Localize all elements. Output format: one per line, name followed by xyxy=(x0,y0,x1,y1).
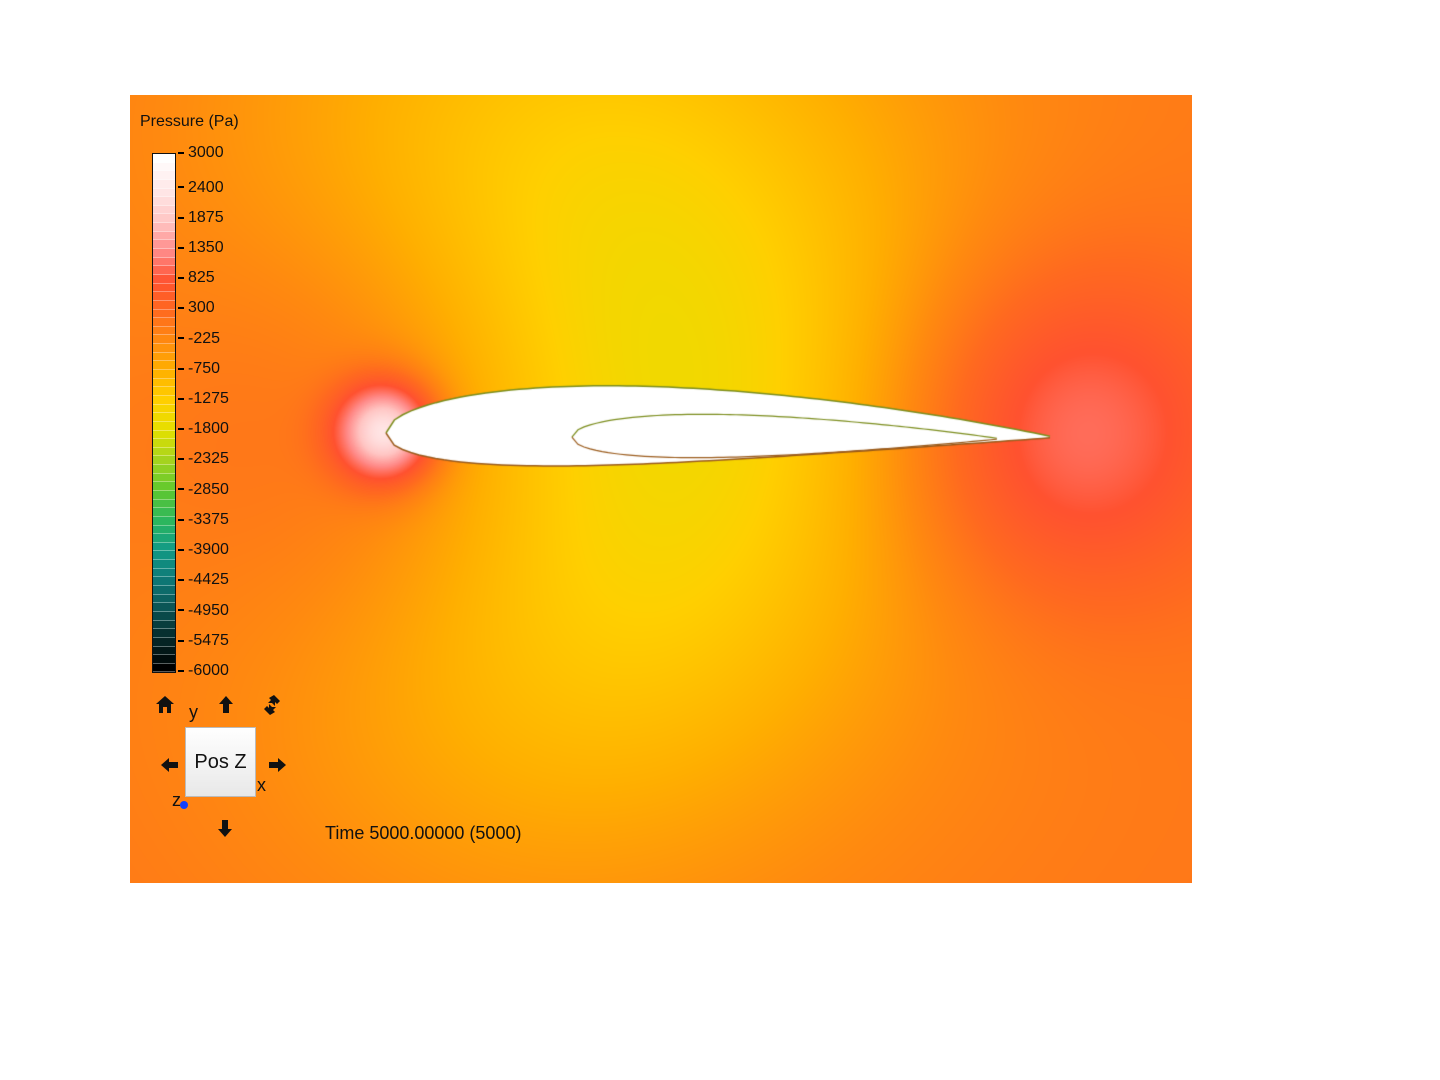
legend-tick: 300 xyxy=(178,299,215,317)
legend-tick: 3000 xyxy=(178,144,224,162)
rotate-up-icon[interactable] xyxy=(214,693,238,717)
view-cube[interactable]: Pos Z xyxy=(185,727,256,797)
axis-y-label: y xyxy=(189,702,198,723)
legend-tick: 1350 xyxy=(178,239,224,257)
rotate-right-icon[interactable] xyxy=(265,753,289,777)
legend-title: Pressure (Pa) xyxy=(140,113,239,131)
legend-tick: -1275 xyxy=(178,390,229,408)
axes-origin-dot xyxy=(180,801,188,809)
legend-tick: -225 xyxy=(178,330,220,348)
legend-tick: -6000 xyxy=(178,662,229,680)
rotate-left-icon[interactable] xyxy=(158,753,182,777)
home-icon[interactable] xyxy=(153,693,177,717)
legend-tick: 1875 xyxy=(178,209,224,227)
rotate-down-icon[interactable] xyxy=(213,816,237,840)
legend-tick: 825 xyxy=(178,269,215,287)
legend-tick: -3375 xyxy=(178,511,229,529)
axis-x-label: x xyxy=(257,775,266,796)
legend-tick: 2400 xyxy=(178,179,224,197)
legend-tick: -2850 xyxy=(178,481,229,499)
legend-tick: -4950 xyxy=(178,602,229,620)
legend-tick: -1800 xyxy=(178,420,229,438)
time-label: Time 5000.00000 (5000) xyxy=(325,823,521,844)
airfoil-canvas xyxy=(130,95,1192,883)
legend-tick: -5475 xyxy=(178,632,229,650)
legend-tick: -3900 xyxy=(178,541,229,559)
simulation-viewport[interactable] xyxy=(130,95,1192,883)
legend-colorbar xyxy=(152,153,176,673)
legend-tick: -4425 xyxy=(178,571,229,589)
legend-tick: -750 xyxy=(178,360,220,378)
view-cube-label: Pos Z xyxy=(194,751,246,774)
axis-z-label: z xyxy=(172,790,181,811)
legend-tick: -2325 xyxy=(178,450,229,468)
rotate-diag-icon[interactable] xyxy=(260,693,284,717)
